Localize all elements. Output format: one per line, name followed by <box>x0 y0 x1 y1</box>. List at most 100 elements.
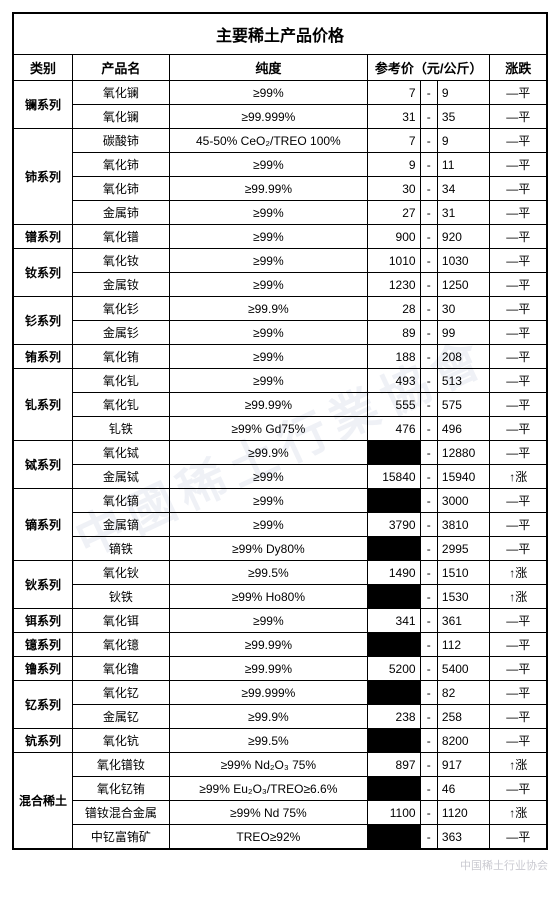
purity-cell: ≥99% <box>169 369 367 393</box>
price-low-cell <box>368 633 421 657</box>
price-high-cell: 35 <box>437 105 490 129</box>
price-dash: - <box>420 81 437 105</box>
price-low-cell: 1230 <box>368 273 421 297</box>
change-cell: —平 <box>490 705 547 729</box>
product-cell: 镝铁 <box>73 537 170 561</box>
purity-cell: ≥99% <box>169 609 367 633</box>
category-cell: 钕系列 <box>13 249 73 297</box>
table-row: 金属钕≥99%1230-1250—平 <box>13 273 547 297</box>
product-cell: 氧化镱 <box>73 633 170 657</box>
product-cell: 氧化镨钕 <box>73 753 170 777</box>
price-dash: - <box>420 609 437 633</box>
price-high-cell: 1120 <box>437 801 490 825</box>
category-cell: 钬系列 <box>13 561 73 609</box>
table-row: 金属钇≥99.9%238-258—平 <box>13 705 547 729</box>
product-cell: 氧化钕 <box>73 249 170 273</box>
price-low-cell <box>368 777 421 801</box>
table-row: 钆系列氧化钆≥99%493-513—平 <box>13 369 547 393</box>
change-cell: —平 <box>490 105 547 129</box>
price-dash: - <box>420 105 437 129</box>
col-category: 类别 <box>13 55 73 81</box>
col-product: 产品名 <box>73 55 170 81</box>
price-dash: - <box>420 465 437 489</box>
product-cell: 金属铽 <box>73 465 170 489</box>
price-high-cell: 917 <box>437 753 490 777</box>
purity-cell: ≥99.99% <box>169 393 367 417</box>
change-cell: ↑涨 <box>490 465 547 489</box>
price-low-cell: 188 <box>368 345 421 369</box>
price-high-cell: 34 <box>437 177 490 201</box>
category-cell: 铕系列 <box>13 345 73 369</box>
price-low-cell: 89 <box>368 321 421 345</box>
table-row: 钆铁≥99% Gd75%476-496—平 <box>13 417 547 441</box>
purity-cell: ≥99% Nd 75% <box>169 801 367 825</box>
price-high-cell: 258 <box>437 705 490 729</box>
category-cell: 铽系列 <box>13 441 73 489</box>
price-table: 主要稀土产品价格 类别 产品名 纯度 参考价（元/公斤） 涨跌 镧系列氧化镧≥9… <box>12 12 548 850</box>
table-row: 金属镝≥99%3790-3810—平 <box>13 513 547 537</box>
table-row: 钬系列氧化钬≥99.5%1490-1510↑涨 <box>13 561 547 585</box>
category-cell: 铈系列 <box>13 129 73 225</box>
table-row: 混合稀土氧化镨钕≥99% Nd₂O₃ 75%897-917↑涨 <box>13 753 547 777</box>
purity-cell: ≥99% <box>169 513 367 537</box>
price-high-cell: 99 <box>437 321 490 345</box>
purity-cell: ≥99% <box>169 345 367 369</box>
price-dash: - <box>420 777 437 801</box>
table-row: 铕系列氧化铕≥99%188-208—平 <box>13 345 547 369</box>
table-row: 氧化铈≥99%9-11—平 <box>13 153 547 177</box>
category-cell: 混合稀土 <box>13 753 73 850</box>
price-high-cell: 208 <box>437 345 490 369</box>
price-low-cell <box>368 681 421 705</box>
price-high-cell: 112 <box>437 633 490 657</box>
table-row: 镱系列氧化镱≥99.99%-112—平 <box>13 633 547 657</box>
price-high-cell: 2995 <box>437 537 490 561</box>
product-cell: 氧化铈 <box>73 153 170 177</box>
product-cell: 氧化铕 <box>73 345 170 369</box>
price-high-cell: 920 <box>437 225 490 249</box>
price-low-cell <box>368 441 421 465</box>
price-low-cell: 1490 <box>368 561 421 585</box>
table-row: 镝系列氧化镝≥99%-3000—平 <box>13 489 547 513</box>
change-cell: —平 <box>490 657 547 681</box>
price-dash: - <box>420 729 437 753</box>
purity-cell: ≥99.9% <box>169 297 367 321</box>
change-cell: —平 <box>490 345 547 369</box>
product-cell: 镨钕混合金属 <box>73 801 170 825</box>
change-cell: ↑涨 <box>490 561 547 585</box>
purity-cell: ≥99% <box>169 273 367 297</box>
change-cell: —平 <box>490 417 547 441</box>
product-cell: 氧化镧 <box>73 105 170 129</box>
product-cell: 氧化镥 <box>73 657 170 681</box>
price-low-cell: 555 <box>368 393 421 417</box>
price-high-cell: 1530 <box>437 585 490 609</box>
category-cell: 镱系列 <box>13 633 73 657</box>
price-high-cell: 82 <box>437 681 490 705</box>
purity-cell: ≥99.999% <box>169 105 367 129</box>
product-cell: 钆铁 <box>73 417 170 441</box>
change-cell: —平 <box>490 369 547 393</box>
purity-cell: 45-50% CeO₂/TREO 100% <box>169 129 367 153</box>
purity-cell: ≥99% Gd75% <box>169 417 367 441</box>
table-row: 镨系列氧化镨≥99%900-920—平 <box>13 225 547 249</box>
col-purity: 纯度 <box>169 55 367 81</box>
table-row: 金属铽≥99%15840-15940↑涨 <box>13 465 547 489</box>
price-dash: - <box>420 537 437 561</box>
product-cell: 金属钕 <box>73 273 170 297</box>
table-title: 主要稀土产品价格 <box>13 13 547 55</box>
price-high-cell: 496 <box>437 417 490 441</box>
table-row: 钪系列氧化钪≥99.5%-8200—平 <box>13 729 547 753</box>
price-high-cell: 46 <box>437 777 490 801</box>
price-low-cell: 238 <box>368 705 421 729</box>
price-low-cell: 1010 <box>368 249 421 273</box>
purity-cell: ≥99% <box>169 153 367 177</box>
table-row: 钕系列氧化钕≥99%1010-1030—平 <box>13 249 547 273</box>
change-cell: —平 <box>490 729 547 753</box>
table-row: 中钇富铕矿TREO≥92%-363—平 <box>13 825 547 850</box>
price-high-cell: 9 <box>437 129 490 153</box>
product-cell: 氧化钆 <box>73 369 170 393</box>
price-dash: - <box>420 321 437 345</box>
product-cell: 氧化铽 <box>73 441 170 465</box>
price-dash: - <box>420 297 437 321</box>
product-cell: 氧化铈 <box>73 177 170 201</box>
table-row: 氧化钇铕≥99% Eu₂O₃/TREO≥6.6%-46—平 <box>13 777 547 801</box>
